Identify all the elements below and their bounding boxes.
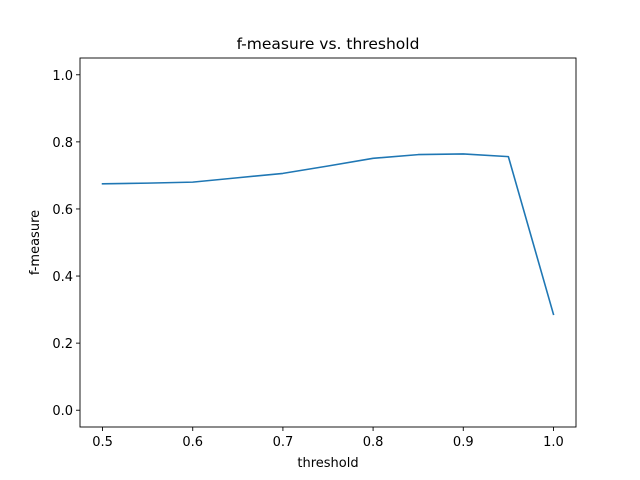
plot-area (79, 57, 577, 428)
x-tick-label: 0.6 (182, 435, 203, 450)
y-tick-label: 0.8 (52, 136, 73, 151)
y-axis: 0.0 0.2 0.4 0.6 0.8 1.0 (52, 69, 80, 419)
y-tick-label: 0.0 (52, 404, 73, 419)
x-tick-label: 0.5 (92, 435, 113, 450)
x-tick-label: 1.0 (543, 435, 564, 450)
x-tick-label: 0.9 (453, 435, 474, 450)
plot-frame (79, 57, 577, 428)
y-tick-label: 0.6 (52, 203, 73, 218)
y-axis-label: f-measure (28, 210, 43, 275)
y-tick-label: 0.4 (52, 270, 73, 285)
series-line (101, 153, 555, 316)
x-axis-label: threshold (297, 456, 358, 471)
y-tick-label: 0.2 (52, 337, 73, 352)
x-tick-label: 0.8 (363, 435, 384, 450)
x-axis: 0.5 0.6 0.7 0.8 0.9 1.0 (92, 427, 564, 450)
x-tick-label: 0.7 (273, 435, 294, 450)
chart-title: f-measure vs. threshold (237, 35, 420, 53)
y-tick-label: 1.0 (52, 69, 73, 84)
